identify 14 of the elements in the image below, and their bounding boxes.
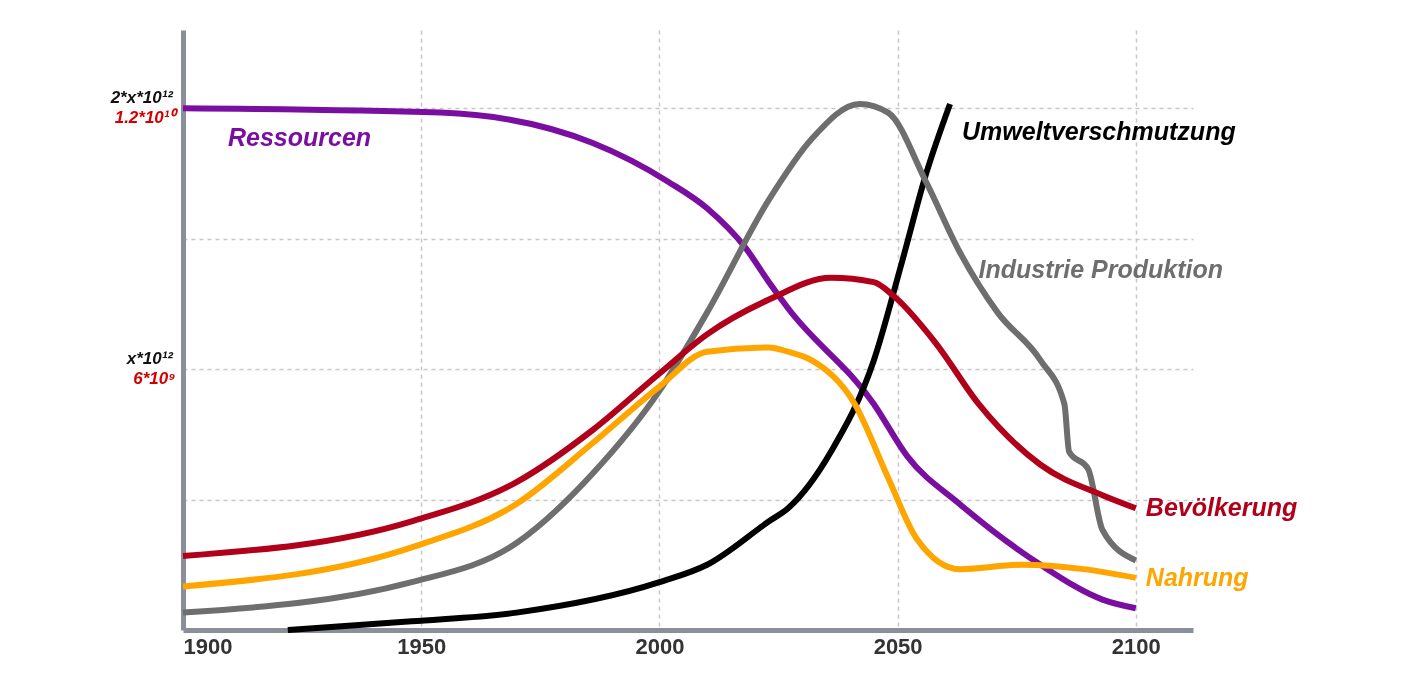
x-tick-label: 1950: [397, 633, 447, 659]
series-label: Industrie Produktion: [978, 255, 1223, 284]
text: x*10¹²: [125, 349, 175, 369]
series-label: Umweltverschmutzung: [962, 116, 1236, 145]
y-tick-label: 6*10⁹: [133, 368, 176, 388]
y-tick-label: 1.2*10¹⁰: [114, 107, 180, 127]
x-tick-label: 2050: [873, 633, 923, 659]
x-tick-label: 2100: [1111, 633, 1161, 659]
series-label: Ressourcen: [228, 123, 372, 152]
series-label: Bevölkerung: [1145, 493, 1298, 522]
x-tick-label: 1900: [183, 633, 233, 659]
x-tick-label: 2000: [635, 633, 685, 659]
text: 2*x*10¹²: [109, 88, 175, 108]
series-label: Nahrung: [1145, 562, 1249, 591]
